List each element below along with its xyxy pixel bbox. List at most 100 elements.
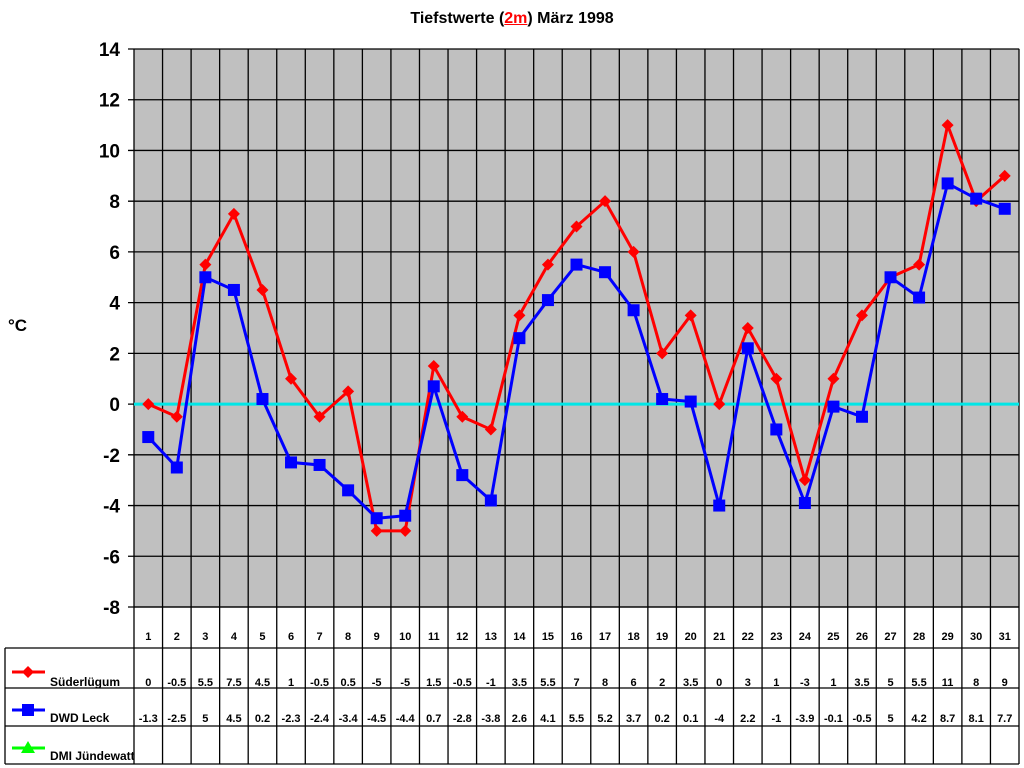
data-point: [713, 499, 726, 512]
data-point: [370, 524, 383, 537]
table-cell-value: -2.4: [310, 713, 330, 725]
y-axis-label: °C: [8, 316, 28, 335]
data-point: [627, 245, 640, 258]
triangle-marker-icon: [21, 741, 35, 753]
table-cell-value: 5: [202, 713, 208, 725]
plot-area: [133, 48, 1020, 608]
table-cell-value: 1.5: [426, 677, 441, 689]
table-cell-value: 0.5: [340, 677, 355, 689]
y-tick-label: -2: [103, 446, 120, 467]
chart-title: Tiefstwerte (2m) März 1998: [0, 10, 1024, 28]
x-category-label: 1: [145, 631, 151, 643]
table-cell-value: 8: [973, 677, 979, 689]
data-point: [342, 385, 355, 398]
table-cell-value: -0.5: [310, 677, 329, 689]
y-tick-label: 4: [109, 294, 120, 315]
table-cell-value: 0: [716, 677, 722, 689]
table-cell-value: -0.5: [167, 677, 186, 689]
legend-label: DMI Jündewatt: [50, 749, 135, 763]
data-point: [827, 372, 840, 385]
y-tick-label: -6: [103, 547, 120, 568]
table-cell-value: -3.8: [481, 713, 500, 725]
y-tick-label: 10: [99, 141, 120, 162]
data-point: [570, 220, 583, 233]
table-cell-value: -0.5: [852, 713, 871, 725]
data-point: [970, 192, 983, 205]
data-point: [370, 512, 383, 525]
table-cell-value: 4.2: [911, 713, 926, 725]
y-tick-label: 6: [109, 243, 120, 264]
data-point: [399, 524, 412, 537]
data-point: [513, 309, 526, 322]
table-cell-value: 8.7: [940, 713, 955, 725]
x-category-label: 26: [856, 631, 868, 643]
title-part: ) März 1998: [527, 10, 614, 27]
x-category-label: 17: [599, 631, 611, 643]
y-tick-label: -4: [103, 497, 120, 518]
table-cell-value: 0.2: [654, 713, 669, 725]
table-cell-value: 4.5: [226, 713, 241, 725]
table-cell-value: 0.7: [426, 713, 441, 725]
table-cell-value: -3.4: [339, 713, 359, 725]
table-cell-value: -3: [800, 677, 810, 689]
data-point: [855, 410, 868, 423]
x-category-label: 28: [913, 631, 925, 643]
square-marker-icon: [22, 704, 34, 716]
table-cell-value: 3: [745, 677, 751, 689]
data-point: [541, 294, 554, 307]
table-cell-value: 3.5: [683, 677, 698, 689]
x-category-label: 7: [317, 631, 323, 643]
table-cell-value: 0: [145, 677, 151, 689]
x-category-label: 6: [288, 631, 294, 643]
data-point: [399, 509, 412, 522]
data-point: [285, 372, 298, 385]
data-point: [770, 372, 783, 385]
x-category-label: 2: [174, 631, 180, 643]
table-cell-value: -2.8: [453, 713, 472, 725]
data-point: [513, 332, 526, 345]
table-cell-value: 7: [573, 677, 579, 689]
table-cell-value: 6: [631, 677, 637, 689]
x-category-label: 31: [999, 631, 1011, 643]
data-point: [142, 431, 155, 444]
data-point: [199, 271, 212, 284]
y-tick-label: 8: [109, 192, 120, 213]
data-point: [484, 423, 497, 436]
data-point: [342, 484, 355, 497]
data-point: [798, 474, 811, 487]
data-point: [941, 177, 954, 190]
x-category-label: 10: [399, 631, 411, 643]
table-cell-value: 3.5: [512, 677, 527, 689]
table-cell-value: 0.2: [255, 713, 270, 725]
x-category-label: 12: [456, 631, 468, 643]
data-point: [256, 283, 269, 296]
x-category-label: 3: [202, 631, 208, 643]
data-point: [456, 410, 469, 423]
data-point: [913, 291, 926, 304]
data-point: [684, 395, 697, 408]
data-point: [570, 258, 583, 271]
x-category-label: 14: [513, 631, 526, 643]
x-category-label: 22: [742, 631, 754, 643]
x-category-label: 25: [827, 631, 839, 643]
data-point: [456, 469, 469, 482]
data-point: [170, 461, 183, 474]
data-point: [199, 258, 212, 271]
table-cell-value: 5.5: [540, 677, 555, 689]
table-cell-value: 2.2: [740, 713, 755, 725]
legend-label: DWD Leck: [50, 711, 110, 725]
x-category-label: 20: [685, 631, 697, 643]
data-point: [913, 258, 926, 271]
table-cell-value: -5: [400, 677, 410, 689]
x-category-label: 4: [231, 631, 238, 643]
data-point: [142, 398, 155, 411]
y-tick-label: 2: [109, 344, 120, 365]
table-cell-value: 7.5: [226, 677, 241, 689]
table-cell-value: 3.5: [854, 677, 869, 689]
data-point: [656, 393, 669, 406]
y-tick-label: 14: [99, 40, 121, 61]
x-category-label: 29: [942, 631, 954, 643]
data-point: [599, 266, 612, 279]
x-category-label: 9: [374, 631, 380, 643]
data-point: [770, 423, 783, 436]
